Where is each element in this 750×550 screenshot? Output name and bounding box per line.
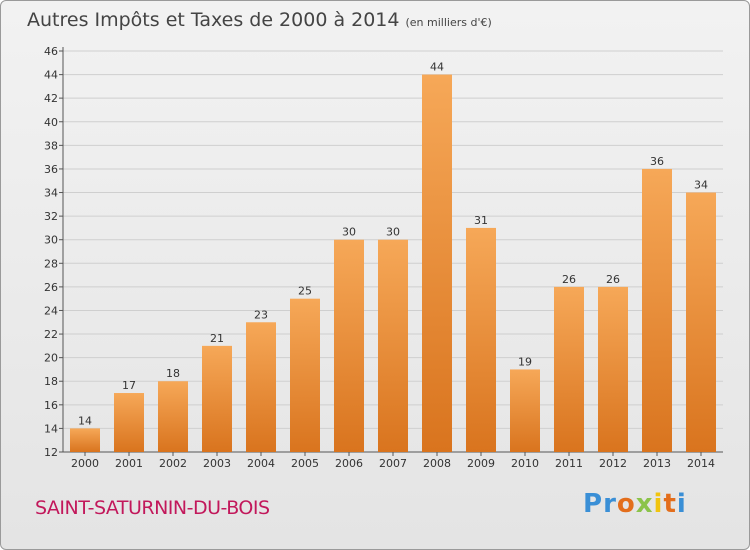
data-label: 31 [474, 214, 488, 227]
y-tick-label: 40 [44, 116, 58, 129]
data-label: 17 [122, 379, 136, 392]
y-tick-label: 28 [44, 257, 58, 270]
x-tick-label: 2011 [555, 457, 583, 470]
x-tick-label: 2002 [159, 457, 187, 470]
data-label: 26 [606, 273, 620, 286]
logo-letter: P [583, 489, 604, 519]
labels: 12 14 16 18 20 22 24 26 28 30 32 34 36 38 40 42 44 46 14 20… [44, 45, 715, 470]
chart-title: Autres Impôts et Taxes de 2000 à 2014 (en… [27, 9, 492, 31]
y-tick-label: 38 [44, 139, 58, 152]
logo-letter: i [676, 489, 687, 519]
bar [246, 322, 276, 452]
x-tick-label: 2001 [115, 457, 143, 470]
commune-name: SAINT-SATURNIN-DU-BOIS [35, 497, 270, 519]
y-tick-label: 22 [44, 328, 58, 341]
x-tick-label: 2010 [511, 457, 539, 470]
y-tick-label: 42 [44, 92, 58, 105]
x-tick-label: 2007 [379, 457, 407, 470]
bar [290, 298, 320, 452]
chart-title-unit: (en milliers d'€) [405, 16, 492, 29]
y-tick-label: 30 [44, 234, 58, 247]
bars [70, 74, 716, 453]
bar [598, 286, 628, 452]
logo-letter: o [616, 489, 636, 519]
bar [642, 168, 672, 453]
x-tick-label: 2000 [71, 457, 99, 470]
bar [70, 428, 100, 452]
logo-letter: x [635, 489, 654, 519]
bar [378, 239, 408, 452]
bar [114, 393, 144, 452]
x-tick-label: 2013 [643, 457, 671, 470]
y-tick-label: 18 [44, 375, 58, 388]
data-label: 14 [78, 414, 92, 427]
data-label: 26 [562, 273, 576, 286]
y-tick-label: 36 [44, 163, 58, 176]
bar [422, 74, 452, 453]
y-tick-label: 14 [44, 422, 58, 435]
data-label: 21 [210, 332, 224, 345]
data-label: 36 [650, 155, 664, 168]
x-tick-label: 2012 [599, 457, 627, 470]
x-tick-label: 2008 [423, 457, 451, 470]
x-tick-label: 2014 [687, 457, 715, 470]
data-label: 44 [430, 61, 444, 74]
logo-letter: i [653, 489, 664, 519]
y-tick-label: 26 [44, 281, 58, 294]
y-tick-label: 34 [44, 187, 58, 200]
bar [510, 369, 540, 452]
data-label: 25 [298, 285, 312, 298]
y-tick-label: 32 [44, 210, 58, 223]
bar [202, 345, 232, 452]
data-label: 30 [342, 226, 356, 239]
bar [158, 381, 188, 452]
data-label: 18 [166, 367, 180, 380]
bar [554, 286, 584, 452]
gridlines [63, 50, 723, 453]
x-tick-label: 2009 [467, 457, 495, 470]
x-tick-label: 2005 [291, 457, 319, 470]
bar [334, 239, 364, 452]
logo-letter: t [663, 489, 677, 519]
bar [686, 192, 716, 452]
data-label: 34 [694, 179, 708, 192]
x-tick-label: 2006 [335, 457, 363, 470]
y-tick-label: 16 [44, 399, 58, 412]
x-tick-label: 2004 [247, 457, 275, 470]
data-label: 30 [386, 226, 400, 239]
data-label: 19 [518, 355, 532, 368]
logo-letter: r [603, 489, 617, 519]
data-label: 23 [254, 308, 268, 321]
x-tick-label: 2003 [203, 457, 231, 470]
proxiti-logo: Proxiti [583, 489, 687, 519]
chart-title-main: Autres Impôts et Taxes de 2000 à 2014 [27, 9, 400, 31]
y-tick-label: 24 [44, 304, 58, 317]
y-tick-label: 20 [44, 352, 58, 365]
y-tick-label: 12 [44, 446, 58, 459]
y-tick-label: 46 [44, 45, 58, 58]
bar [466, 227, 496, 452]
y-tick-label: 44 [44, 69, 58, 82]
